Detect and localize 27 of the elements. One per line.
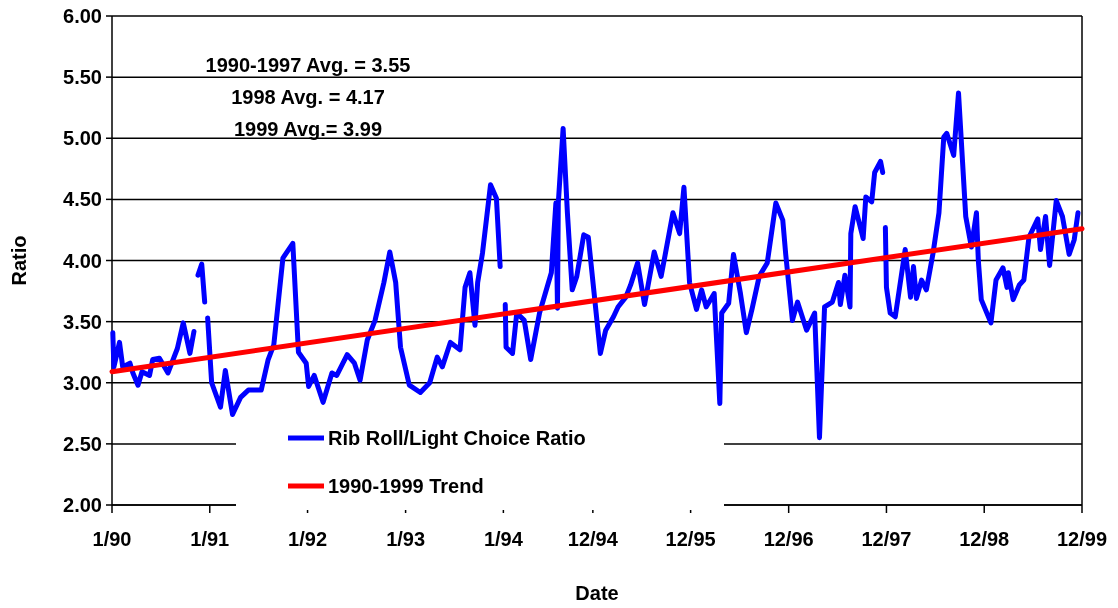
y-tick-label: 2.50 [63,432,102,455]
y-tick-label: 4.50 [63,188,102,211]
x-tick-label: 1/93 [386,528,426,550]
x-tick-label: 12/98 [959,528,1010,550]
x-tick-label: 12/97 [861,528,912,550]
x-tick-label: 12/95 [665,528,716,550]
x-tick-label: 12/94 [567,528,619,550]
x-tick-label: 1/90 [92,528,132,550]
y-tick-label: 4.00 [63,249,102,272]
y-tick-label: 2.00 [63,494,102,516]
y-tick-label: 3.50 [63,310,102,333]
legend-label: Rib Roll/Light Choice Ratio [328,427,586,449]
y-axis-title: Ratio [8,235,30,286]
x-tick-label: 12/96 [763,528,814,550]
y-tick-label: 5.00 [63,127,102,150]
y-tick-label: 5.50 [63,66,102,89]
y-tick-label: 3.00 [63,371,102,394]
y-tick-label: 6.00 [63,5,102,27]
annotation: 1998 Avg. = 4.17 [231,86,385,108]
x-axis-title: Date [575,582,619,604]
annotation: 1990-1997 Avg. = 3.55 [205,54,411,76]
x-tick-label: 1/91 [190,528,230,550]
x-tick-label: 12/99 [1056,528,1108,550]
legend-label: 1990-1999 Trend [328,475,484,497]
x-tick-label: 1/94 [483,528,524,550]
annotation: 1999 Avg.= 3.99 [233,118,383,140]
x-tick-label: 1/92 [288,528,328,550]
